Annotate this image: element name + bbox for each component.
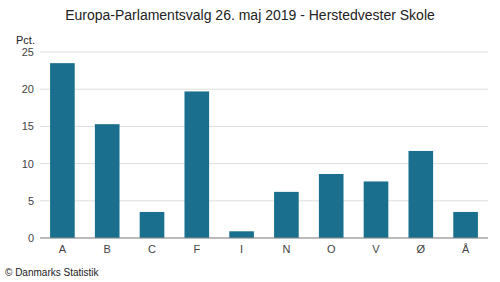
bar (229, 231, 254, 238)
x-tick-label: Ø (417, 243, 426, 255)
y-tick-label: 25 (22, 46, 34, 58)
y-tick-label: 15 (22, 120, 34, 132)
grid-line (40, 89, 488, 90)
grid-line (40, 238, 488, 239)
y-tick-label: 5 (28, 195, 34, 207)
x-tick-label: O (327, 243, 336, 255)
footer: © Danmarks Statistik (5, 267, 100, 278)
x-tick-label: I (240, 243, 243, 255)
grid-line (40, 52, 488, 53)
bar (274, 192, 299, 238)
y-tick-label: 10 (22, 158, 34, 170)
bar (453, 212, 478, 238)
y-tick-label: 0 (28, 232, 34, 244)
bar (50, 63, 75, 238)
bars (50, 63, 478, 238)
bar (319, 174, 344, 238)
y-axis: 0 5 10 15 20 25 (22, 46, 488, 244)
x-tick-label: A (59, 243, 67, 255)
x-tick-label: C (148, 243, 156, 255)
x-tick-label: V (372, 243, 380, 255)
chart-container: Europa-Parlamentsvalg 26. maj 2019 - Her… (0, 0, 500, 282)
x-axis-line (40, 238, 488, 239)
y-axis-label: Pct. (16, 34, 35, 46)
bar (95, 124, 120, 238)
x-tick-label: Å (462, 243, 470, 255)
bar (140, 212, 165, 238)
x-tick-label: B (104, 243, 111, 255)
x-axis: ABCFINOVØÅ (59, 243, 470, 255)
bar (408, 151, 433, 238)
x-tick-label: F (193, 243, 200, 255)
x-tick-label: N (282, 243, 290, 255)
chart-svg: Europa-Parlamentsvalg 26. maj 2019 - Her… (0, 0, 500, 282)
title: Europa-Parlamentsvalg 26. maj 2019 - Her… (65, 7, 435, 23)
bar (184, 91, 209, 238)
bar (364, 181, 389, 238)
y-tick-label: 20 (22, 83, 34, 95)
